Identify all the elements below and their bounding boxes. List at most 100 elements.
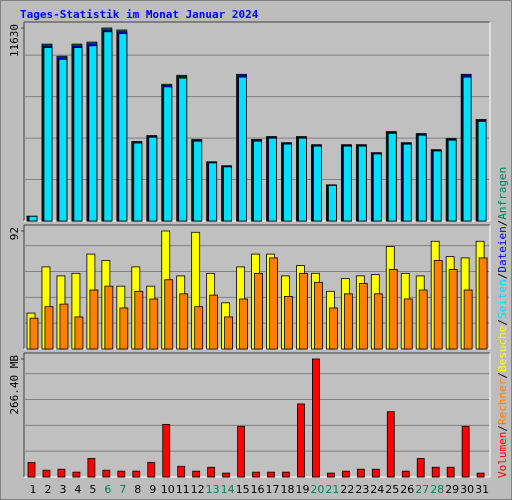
bar — [72, 471, 81, 478]
bar — [476, 472, 485, 478]
bar — [373, 293, 383, 350]
bar — [239, 298, 248, 350]
x-tick-label: 16 — [251, 483, 265, 496]
bar — [401, 470, 410, 478]
legend-separator: / — [496, 425, 509, 432]
bar — [132, 470, 141, 478]
bar — [148, 136, 158, 222]
bar — [299, 272, 308, 350]
bar — [208, 162, 218, 222]
x-tick-label: 21 — [325, 483, 339, 496]
bar — [87, 458, 96, 478]
bar — [343, 293, 353, 350]
bar — [356, 468, 365, 478]
bar — [447, 139, 457, 222]
bar — [73, 47, 83, 222]
x-tick-label: 17 — [266, 483, 280, 496]
bar — [209, 294, 219, 350]
legend-entry: Rechner — [496, 378, 509, 425]
bar — [89, 289, 99, 350]
legend-separator: / — [496, 273, 509, 280]
x-tick-label: 13 — [206, 483, 220, 496]
bar — [269, 257, 278, 350]
bar — [224, 316, 234, 350]
bar — [43, 47, 53, 222]
bar — [164, 279, 174, 350]
bar — [237, 425, 245, 478]
bar — [358, 283, 368, 350]
legend-separator: / — [496, 319, 509, 326]
legend-entry: Besuche — [496, 326, 509, 372]
bar — [133, 142, 143, 222]
bar — [461, 425, 470, 478]
bar — [29, 317, 39, 350]
bar — [462, 76, 472, 222]
bar — [119, 307, 129, 350]
bar — [431, 466, 440, 478]
legend: Volumen/Rechner/Besuche/Seiten/Dateien/A… — [496, 167, 509, 478]
legend-entry: Dateien — [496, 226, 509, 272]
bar — [102, 469, 111, 478]
bar — [147, 461, 156, 478]
bar — [448, 269, 458, 350]
x-tick-label: 31 — [475, 483, 489, 496]
bar — [253, 140, 262, 222]
x-tick-label: 19 — [295, 483, 309, 496]
bar — [463, 289, 473, 350]
bar — [238, 76, 247, 222]
bar — [134, 290, 144, 350]
bar — [313, 145, 322, 222]
bar — [283, 143, 292, 222]
x-tick-label: 9 — [149, 483, 156, 496]
bar — [44, 306, 54, 350]
bar — [179, 293, 189, 350]
x-tick-label: 1 — [30, 483, 37, 496]
x-tick-label: 24 — [370, 483, 384, 496]
x-tick-label: 8 — [134, 483, 141, 496]
x-tick-label: 12 — [191, 483, 205, 496]
x-tick-label: 11 — [176, 483, 190, 496]
bar — [268, 137, 277, 222]
x-tick-label: 29 — [445, 483, 459, 496]
bar — [28, 215, 38, 222]
y-tick-label: 266.40 MB — [8, 355, 21, 415]
bar — [88, 45, 98, 222]
bar — [386, 411, 395, 478]
bar — [328, 307, 338, 350]
y-tick-label: 11630 — [8, 24, 21, 57]
bar — [417, 134, 427, 222]
legend-separator: / — [496, 220, 509, 227]
bar — [418, 289, 428, 350]
x-tick-label: 30 — [460, 483, 474, 496]
bar — [387, 132, 397, 222]
x-tick-label: 14 — [221, 483, 235, 496]
bar — [416, 458, 425, 478]
bar — [478, 257, 488, 350]
bar — [163, 86, 173, 222]
bar — [267, 471, 275, 478]
bar — [327, 185, 337, 222]
x-tick-label: 23 — [355, 483, 369, 496]
bar — [388, 269, 398, 350]
bar — [162, 423, 171, 478]
bar — [312, 358, 320, 478]
bar — [403, 298, 413, 350]
x-tick-label: 4 — [74, 483, 81, 496]
bar — [342, 145, 352, 222]
y-tick-label: 92 — [8, 227, 21, 240]
bar — [314, 281, 323, 350]
legend-entry: Volumen — [496, 432, 509, 478]
bar — [57, 468, 66, 478]
x-tick-label: 18 — [280, 483, 294, 496]
bar — [193, 140, 203, 222]
x-tick-label: 15 — [236, 483, 250, 496]
x-tick-label: 27 — [415, 483, 429, 496]
bar — [58, 58, 68, 222]
legend-entry: Seiten — [496, 279, 509, 319]
legend-separator: / — [496, 372, 509, 379]
x-tick-label: 22 — [340, 483, 354, 496]
bar — [74, 316, 84, 350]
x-tick-label: 28 — [430, 483, 444, 496]
bar — [341, 470, 350, 478]
bar — [192, 470, 201, 478]
